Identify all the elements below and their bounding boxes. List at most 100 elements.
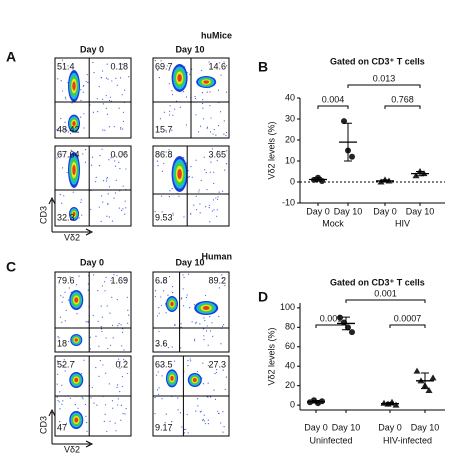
event-dot [169,190,171,192]
event-dot [180,326,182,328]
event-dot [92,274,95,276]
data-point [392,401,400,408]
comparison-bracket [345,299,426,303]
data-point [349,329,355,336]
event-dot [217,124,220,127]
event-dot [154,210,156,213]
event-dot [211,148,213,150]
event-dot [108,99,111,102]
event-dot [105,107,107,109]
event-dot [206,188,208,191]
event-dot [202,102,204,105]
event-dot [199,203,201,205]
event-dot [217,196,219,198]
event-dot [221,325,224,328]
event-dot [108,126,111,128]
event-dot [181,426,183,428]
axis-arrows [48,196,94,236]
event-dot [63,195,65,197]
event-dot [182,274,184,276]
error-bar [381,179,389,183]
event-dot [158,425,160,427]
event-dot [115,179,117,181]
quadrant-value: 67.64 [57,149,80,159]
data-point [425,387,433,394]
event-dot [171,420,173,423]
event-dot [225,131,228,134]
y-tick-label: 20 [285,380,295,390]
event-dot [56,128,58,130]
density-blob [177,74,182,82]
event-dot [91,156,94,158]
event-dot [171,94,174,96]
event-dot [114,192,117,194]
event-dot [222,431,224,433]
event-dot [171,346,173,348]
event-dot [74,404,76,406]
event-dot [202,107,204,109]
event-dot [119,167,121,170]
event-dot [218,315,220,318]
event-dot [77,407,79,409]
quadrant-value: 3.6 [155,338,168,348]
event-dot [165,413,167,415]
y-tick-label: 40 [285,361,295,371]
event-dot [160,304,162,306]
event-dot [209,91,211,93]
event-dot [116,298,118,301]
event-dot [195,195,197,197]
plot-frame [54,57,132,139]
quadrant-value: 0.2 [115,359,128,369]
event-dot [154,290,157,292]
group-label: Uninfected [309,435,352,445]
event-dot [121,385,123,388]
event-dot [195,209,198,211]
event-dot [62,400,64,402]
event-dot [218,412,220,415]
event-dot [163,162,165,165]
event-dot [108,159,110,161]
event-dot [183,432,186,434]
event-dot [105,276,107,279]
event-dot [191,321,193,323]
event-dot [100,76,103,79]
event-dot [203,156,205,158]
quadrant-value: 6.8 [155,275,168,285]
event-dot [78,275,80,277]
group-label: HIV [395,218,410,228]
event-dot [106,305,108,307]
event-dot [213,182,215,185]
event-dot [160,195,163,197]
event-dot [219,111,222,113]
density-blob [74,417,79,423]
event-dot [157,393,160,395]
event-dot [199,125,202,127]
comparison-bracket [389,324,426,328]
event-dot [103,420,105,422]
event-dot [189,213,192,215]
event-dot [96,404,98,406]
event-dot [210,161,212,163]
event-dot [59,408,61,410]
event-dot [115,430,117,432]
event-dot [223,133,225,135]
event-dot [211,322,213,324]
event-dot [57,127,60,130]
event-dot [127,309,129,311]
event-dot [87,289,89,291]
event-dot [172,114,174,116]
event-dot [111,80,113,82]
x-tick-label: Day 10 [411,422,440,432]
event-dot [156,315,159,317]
event-dot [179,106,181,108]
event-dot [172,292,174,294]
x-tick-label: Day 10 [406,206,435,216]
event-dot [121,63,124,65]
event-dot [82,85,84,87]
quadrant-value: 48.42 [57,124,80,134]
event-dot [182,305,185,307]
event-dot [59,420,61,423]
event-dot [213,128,215,131]
event-dot [100,220,102,222]
